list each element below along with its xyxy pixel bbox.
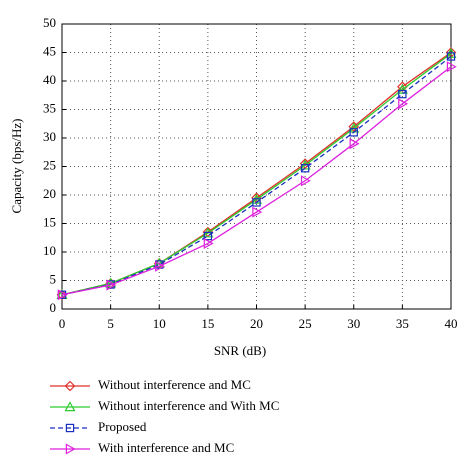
- legend-label: Without interference and With MC: [98, 398, 279, 413]
- series-line: [61, 53, 452, 296]
- marker: [65, 423, 75, 433]
- x-tick-label: 20: [250, 316, 263, 331]
- y-tick-label: 30: [43, 129, 56, 144]
- y-tick-label: 25: [43, 157, 56, 172]
- x-tick-label: 35: [396, 316, 409, 331]
- y-tick-label: 5: [50, 271, 57, 286]
- marker: [396, 83, 408, 94]
- y-tick-label: 0: [50, 300, 57, 315]
- legend-label: Without interference and MC: [98, 377, 251, 392]
- marker: [64, 401, 76, 412]
- x-tick-label: 10: [153, 316, 166, 331]
- marker: [398, 98, 409, 110]
- y-tick-label: 15: [43, 214, 56, 229]
- series-line: [61, 66, 452, 296]
- y-axis-label: Capacity (bps/Hz): [9, 119, 24, 214]
- y-tick-label: 45: [43, 43, 56, 58]
- y-tick-label: 50: [43, 15, 56, 30]
- marker: [203, 237, 214, 249]
- marker: [65, 443, 76, 455]
- x-axis-label: SNR (dB): [214, 343, 266, 358]
- marker: [203, 231, 213, 241]
- marker: [446, 61, 457, 73]
- x-tick-label: 40: [445, 316, 458, 331]
- marker: [252, 206, 263, 218]
- y-tick-label: 10: [43, 243, 56, 258]
- x-tick-label: 0: [59, 316, 66, 331]
- x-tick-label: 15: [201, 316, 214, 331]
- marker: [106, 279, 117, 291]
- legend-label: With interference and MC: [98, 440, 234, 455]
- x-tick-label: 30: [347, 316, 360, 331]
- marker: [155, 260, 165, 272]
- x-tick-label: 25: [299, 316, 312, 331]
- marker: [397, 81, 408, 93]
- plot-frame: [61, 23, 452, 310]
- x-tick-label: 5: [107, 316, 114, 331]
- marker: [398, 89, 407, 99]
- marker: [252, 198, 261, 207]
- y-tick-label: 20: [43, 186, 56, 201]
- marker: [349, 128, 358, 137]
- legend-label: Proposed: [98, 419, 147, 434]
- marker: [349, 138, 360, 150]
- marker: [64, 380, 76, 392]
- y-tick-label: 40: [43, 72, 56, 87]
- marker: [300, 164, 310, 173]
- marker: [300, 175, 311, 187]
- series-line: [61, 55, 452, 296]
- y-tick-label: 35: [43, 100, 56, 115]
- marker: [299, 158, 311, 169]
- marker: [446, 52, 456, 61]
- marker: [57, 289, 68, 301]
